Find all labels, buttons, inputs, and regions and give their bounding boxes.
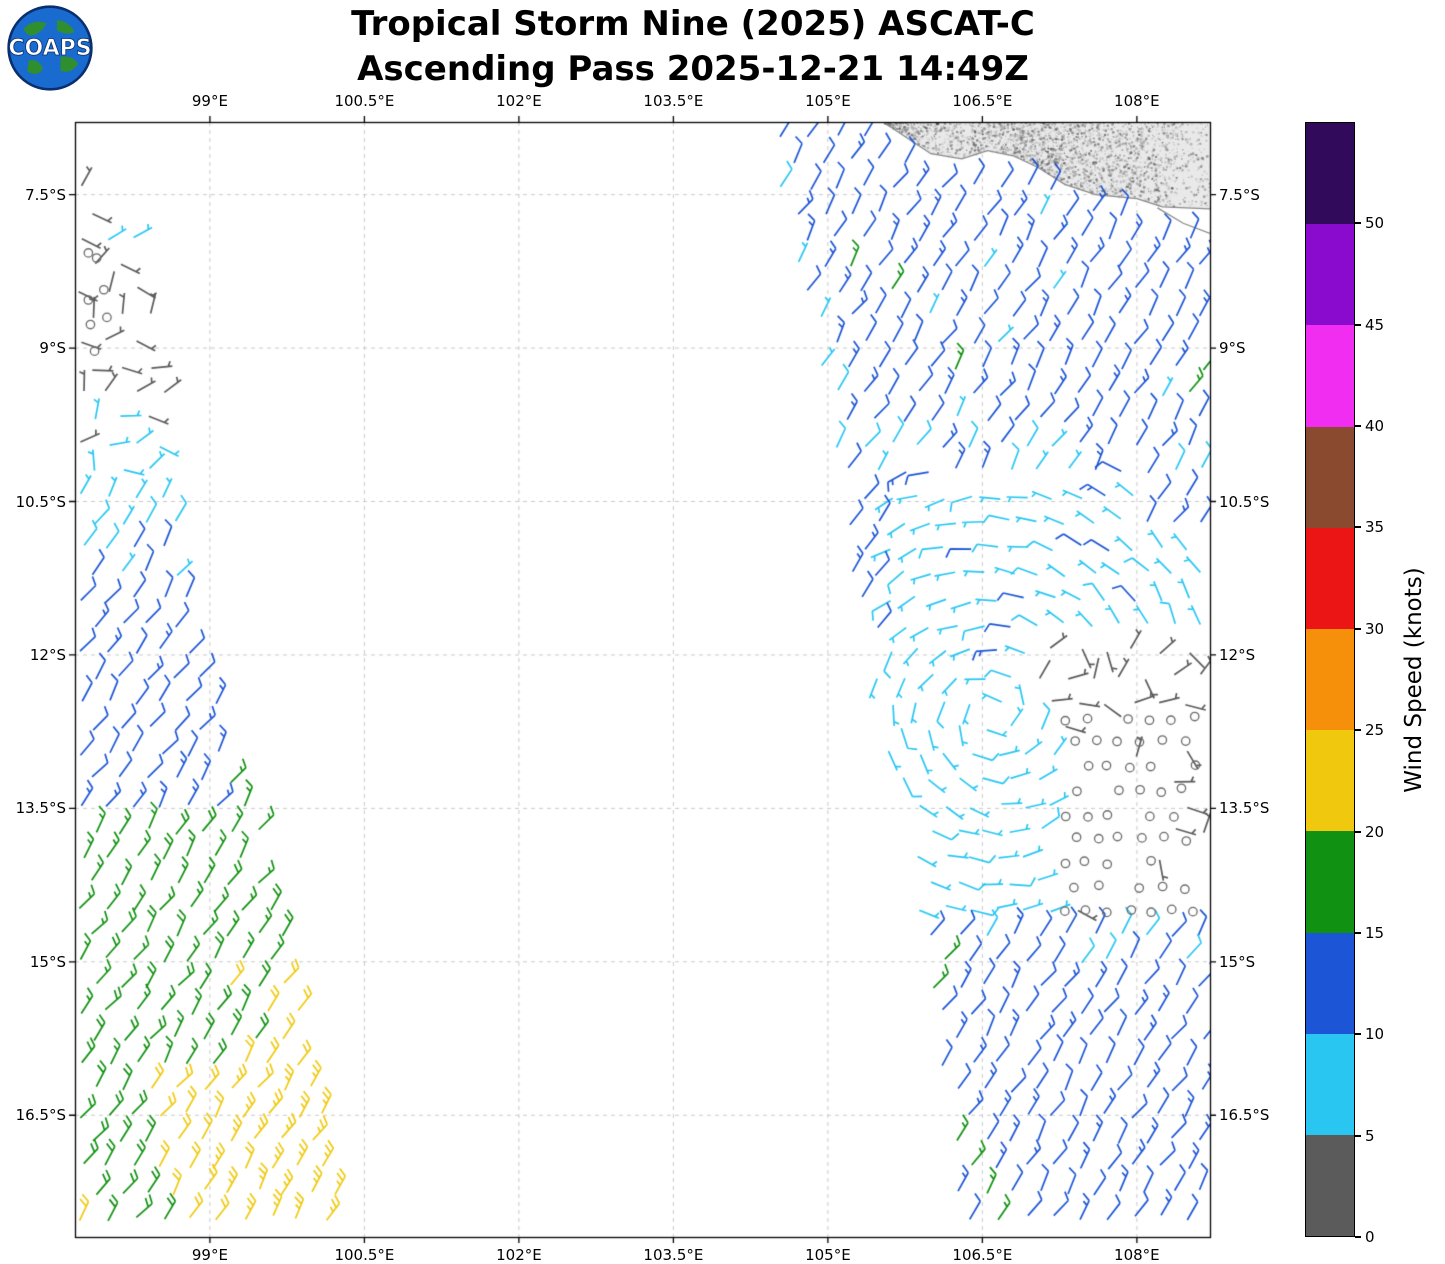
lat-tick-label-right: 9°S <box>1219 339 1246 358</box>
colorbar-tick-label: 0 <box>1365 1228 1375 1246</box>
colorbar-tickmark <box>1355 627 1361 630</box>
plot-title: Tropical Storm Nine (2025) ASCAT-C Ascen… <box>0 2 1386 92</box>
colorbar-tickmark <box>1355 1236 1361 1238</box>
colorbar-segment <box>1306 628 1354 731</box>
lat-tick-label-left: 7.5°S <box>25 185 66 204</box>
lat-tick-label-right: 16.5°S <box>1219 1106 1270 1125</box>
colorbar-tickmark <box>1355 526 1361 529</box>
colorbar-tick-label: 25 <box>1365 721 1385 740</box>
colorbar-segment <box>1306 1134 1354 1237</box>
lat-tick-label-left: 10.5°S <box>15 492 66 511</box>
lat-tick-label-right: 15°S <box>1219 952 1256 971</box>
colorbar-tick-label: 20 <box>1365 822 1385 841</box>
logo-continent <box>23 21 47 36</box>
lon-tick-label-top: 108°E <box>1114 92 1160 110</box>
colorbar-tick-label: 35 <box>1365 518 1385 537</box>
colorbar-axis-label: Wind Speed (knots) <box>1401 567 1427 793</box>
lon-tick-label-bottom: 106.5°E <box>952 1246 1013 1264</box>
colorbar-segment <box>1306 527 1354 629</box>
colorbar-tickmark <box>1355 1033 1361 1036</box>
colorbar-tickmark <box>1355 729 1361 732</box>
colorbar-tick-label: 50 <box>1365 214 1385 233</box>
lon-tick-label-bottom: 100.5°E <box>334 1246 395 1264</box>
plot-title-line2: Ascending Pass 2025-12-21 14:49Z <box>357 49 1029 89</box>
colorbar-segment <box>1306 730 1354 832</box>
colorbar-tickmark <box>1355 931 1361 934</box>
colorbar-tick-label: 30 <box>1365 619 1385 638</box>
colorbar-segment <box>1306 1033 1354 1135</box>
lat-tick-label-left: 16.5°S <box>15 1106 66 1125</box>
colorbar-tickmark <box>1355 222 1361 225</box>
colorbar <box>1305 122 1355 1237</box>
colorbar-tickmark <box>1355 1134 1361 1137</box>
lat-tick-label-right: 10.5°S <box>1219 492 1270 511</box>
coaps-logo: COAPS <box>7 5 93 91</box>
colorbar-tick-label: 5 <box>1365 1126 1375 1145</box>
lon-tick-label-top: 100.5°E <box>334 92 395 110</box>
lon-tick-label-top: 103.5°E <box>643 92 704 110</box>
lat-tick-label-left: 13.5°S <box>15 799 66 818</box>
lat-tick-label-left: 9°S <box>39 339 66 358</box>
colorbar-tick-label: 15 <box>1365 923 1385 942</box>
logo-continent <box>60 56 79 72</box>
colorbar-segment <box>1306 831 1354 933</box>
colorbar-segment <box>1306 325 1354 427</box>
colorbar-tickmark <box>1355 323 1361 326</box>
colorbar-tick-label: 40 <box>1365 417 1385 436</box>
colorbar-segment <box>1306 932 1354 1034</box>
lon-tick-label-bottom: 102°E <box>496 1246 542 1264</box>
lon-tick-label-bottom: 103.5°E <box>643 1246 704 1264</box>
lon-tick-label-top: 99°E <box>191 92 228 110</box>
colorbar-tick-label: 10 <box>1365 1025 1385 1044</box>
lon-tick-label-top: 102°E <box>496 92 542 110</box>
colorbar-segment <box>1306 224 1354 326</box>
lon-tick-label-bottom: 99°E <box>191 1246 228 1264</box>
lon-tick-label-bottom: 105°E <box>805 1246 851 1264</box>
lon-tick-label-top: 105°E <box>805 92 851 110</box>
lat-tick-label-left: 12°S <box>29 645 66 664</box>
colorbar-segment <box>1306 426 1354 528</box>
colorbar-segment <box>1306 123 1354 225</box>
logo-continent <box>27 60 43 75</box>
colorbar-tickmark <box>1355 830 1361 833</box>
colorbar-tickmark <box>1355 425 1361 428</box>
lat-tick-label-right: 7.5°S <box>1219 185 1260 204</box>
logo-continent <box>57 19 75 34</box>
lon-tick-label-bottom: 108°E <box>1114 1246 1160 1264</box>
lat-tick-label-left: 15°S <box>29 952 66 971</box>
lat-tick-label-right: 13.5°S <box>1219 799 1270 818</box>
logo-text: COAPS <box>8 36 91 61</box>
lat-tick-label-right: 12°S <box>1219 645 1256 664</box>
plot-title-line1: Tropical Storm Nine (2025) ASCAT-C <box>351 4 1035 44</box>
colorbar-tick-label: 45 <box>1365 315 1385 334</box>
lon-tick-label-top: 106.5°E <box>952 92 1013 110</box>
